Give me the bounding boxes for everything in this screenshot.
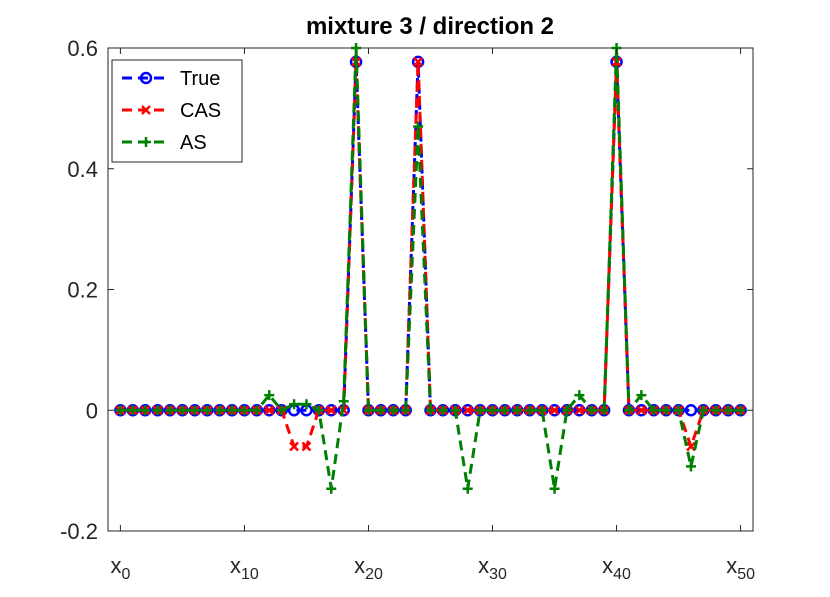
data-point-x-stroke: [264, 405, 275, 416]
data-point-plus: [561, 405, 572, 416]
data-point-plus: [512, 405, 523, 416]
data-point-plus: [351, 43, 362, 53]
x-tick-label: x20: [354, 553, 383, 583]
data-point-x-stroke: [686, 441, 696, 452]
data-point-x: [574, 405, 585, 416]
y-tick-label: 0.6: [67, 36, 98, 61]
data-point-plus: [487, 405, 498, 416]
data-point-plus: [264, 390, 275, 401]
legend: True CAS AS: [111, 59, 243, 163]
data-point-plus: [437, 405, 448, 416]
legend-box: [111, 59, 243, 163]
data-point-plus: [648, 405, 659, 416]
legend-entry-as: AS: [122, 132, 207, 154]
legend-label: CAS: [180, 100, 221, 122]
data-point-x: [301, 441, 312, 452]
data-point-x-stroke: [462, 405, 473, 416]
data-point-plus: [673, 405, 684, 416]
data-point-x-stroke: [636, 405, 647, 416]
x-tick-label: x10: [230, 553, 259, 583]
data-point-plus: [623, 405, 634, 416]
legend-entry-cas: CAS: [122, 100, 221, 122]
data-point-plus: [115, 405, 126, 416]
data-point-plus: [227, 405, 238, 416]
data-point-x: [264, 405, 275, 416]
data-point-x: [289, 441, 299, 452]
data-point-x: [462, 405, 473, 416]
data-point-plus: [141, 137, 151, 147]
data-point-circle: [139, 71, 153, 85]
series-layer: [114, 43, 747, 494]
data-point-plus: [289, 399, 300, 410]
data-point-x-stroke: [549, 405, 560, 416]
y-tick-label: 0.4: [67, 157, 98, 182]
data-point-plus: [425, 405, 436, 416]
data-point-plus: [189, 405, 200, 416]
x-tick-label: x0: [110, 553, 130, 583]
data-point-plus: [710, 405, 721, 416]
legend-label: True: [180, 68, 220, 90]
data-point-x: [141, 105, 151, 115]
y-tick-label: 0.2: [67, 278, 98, 303]
data-point-plus: [462, 483, 473, 494]
legend-entry-true: True: [122, 68, 220, 90]
data-point-plus: [177, 405, 188, 416]
data-point-plus: [301, 399, 312, 410]
data-point-plus: [636, 390, 647, 401]
data-point-plus: [723, 405, 734, 416]
data-point-plus: [599, 405, 610, 416]
data-point-plus: [499, 405, 510, 416]
data-point-plus: [450, 405, 461, 416]
data-point-plus: [475, 405, 486, 416]
data-point-x-stroke: [574, 405, 585, 416]
y-tick-label: -0.2: [60, 519, 98, 544]
x-tick-label: x30: [478, 553, 507, 583]
data-point-plus: [735, 405, 746, 416]
data-point-x-stroke: [289, 441, 299, 452]
data-point-plus: [214, 405, 225, 416]
legend-label: AS: [180, 132, 207, 154]
data-point-plus: [313, 405, 324, 416]
data-point-plus: [140, 405, 151, 416]
data-point-plus: [549, 483, 560, 494]
data-point-plus: [363, 405, 374, 416]
data-point-x-stroke: [413, 57, 423, 67]
data-point-plus: [524, 405, 535, 416]
data-point-plus: [698, 405, 709, 416]
data-point-plus: [165, 405, 176, 416]
data-point-x: [413, 57, 423, 67]
data-point-plus: [251, 405, 262, 416]
x-tick-label: x40: [602, 553, 631, 583]
y-tick-label: 0: [86, 398, 98, 423]
data-point-plus: [661, 405, 672, 416]
data-point-x-stroke: [301, 441, 312, 452]
data-point-x: [636, 405, 647, 416]
data-point-plus: [276, 405, 287, 416]
data-point-x-stroke: [326, 405, 337, 416]
data-point-plus: [127, 405, 138, 416]
axes-layer: -0.2 0 0.2 0.4 0.6 x0 x10 x20 x30 x40 x50: [60, 36, 755, 583]
data-point-plus: [400, 405, 411, 416]
data-point-x-stroke: [141, 105, 151, 115]
data-point-plus: [574, 390, 585, 401]
data-point-x: [326, 405, 337, 416]
data-point-plus: [239, 405, 250, 416]
data-point-plus: [326, 483, 337, 494]
data-point-plus: [375, 405, 386, 416]
series-as: [115, 43, 746, 494]
data-point-plus: [202, 405, 213, 416]
data-point-circle: [684, 404, 698, 417]
data-point-plus: [685, 461, 696, 472]
data-point-plus: [152, 405, 163, 416]
x-tick-label: x50: [726, 553, 755, 583]
data-point-plus: [388, 405, 399, 416]
data-point-plus: [586, 405, 597, 416]
chart-title: mixture 3 / direction 2: [306, 13, 554, 40]
data-point-plus: [338, 396, 349, 407]
data-point-plus: [413, 121, 424, 132]
data-point-plus: [537, 405, 548, 416]
data-point-x: [549, 405, 560, 416]
